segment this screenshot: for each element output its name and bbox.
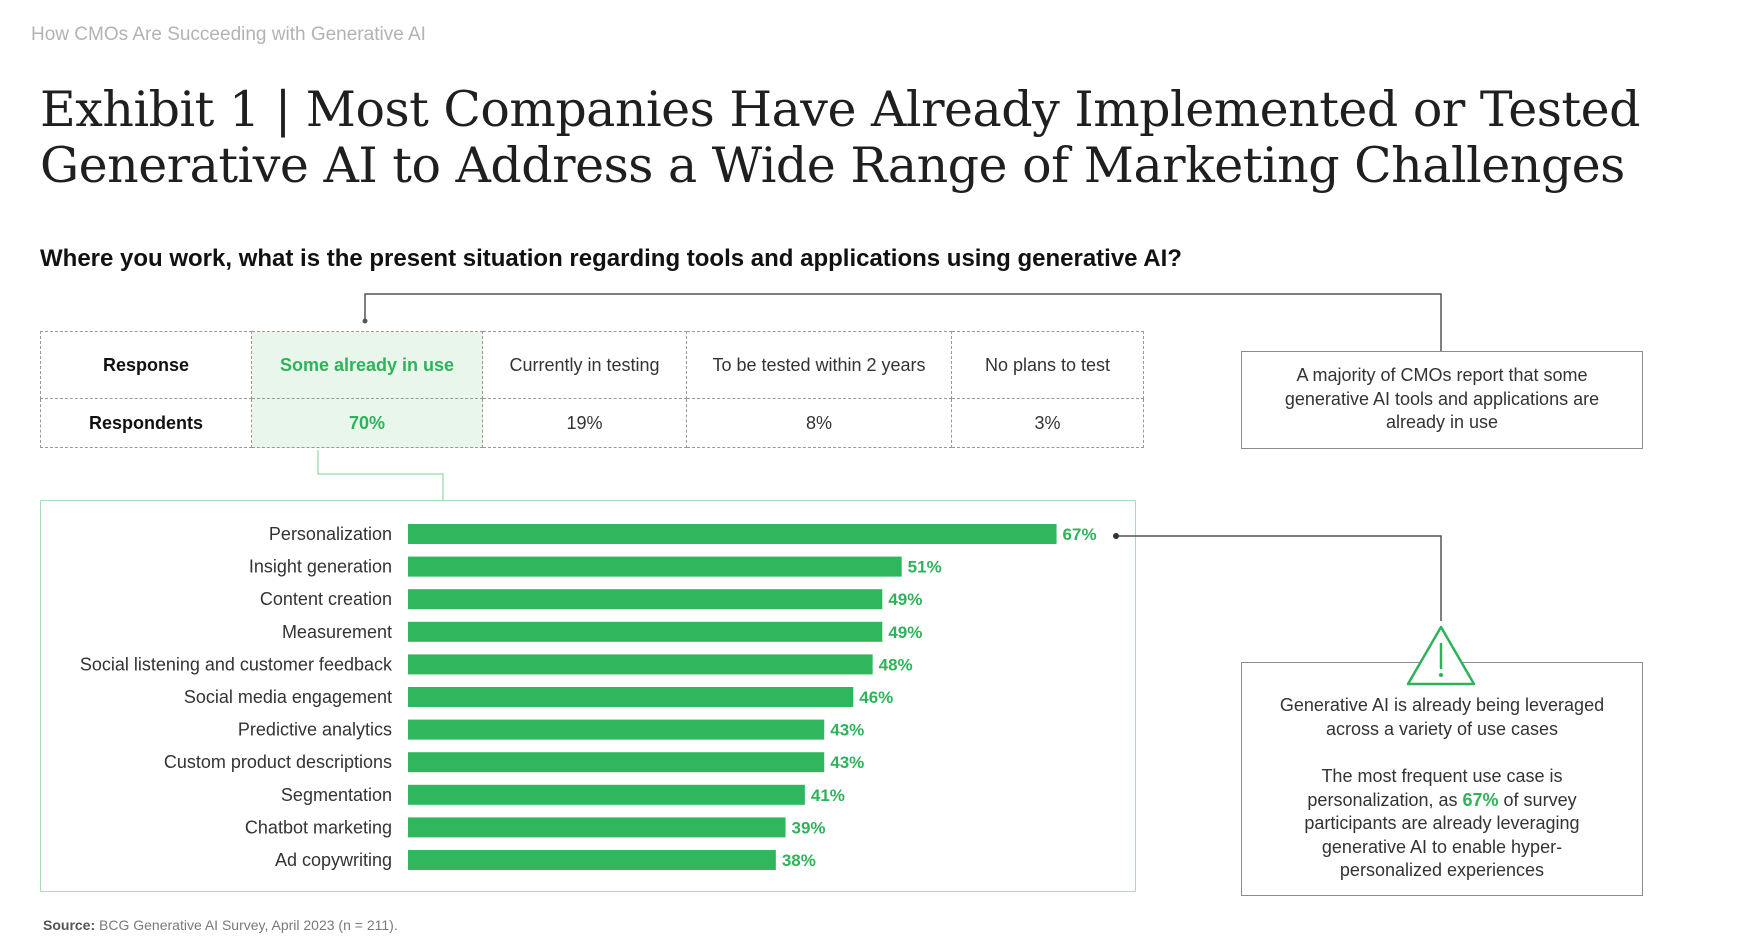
bar — [408, 784, 805, 805]
category-label: Chatbot marketing — [245, 817, 392, 837]
data-label: 43% — [830, 721, 864, 740]
response-no-plans: No plans to test — [951, 331, 1144, 399]
connector-dot-top — [362, 318, 368, 324]
bar — [408, 850, 776, 870]
connector-dot-bottom — [1113, 533, 1119, 539]
callout-text-before: The most frequent use case is personaliz… — [1307, 766, 1563, 810]
bar — [408, 654, 873, 675]
source-note: Source: BCG Generative AI Survey, April … — [43, 917, 398, 933]
survey-question: Where you work, what is the present situ… — [40, 245, 1182, 272]
respondents-to-be-tested: 8% — [686, 398, 952, 448]
data-label: 48% — [879, 655, 913, 674]
response-table: Response Some already in use Currently i… — [40, 331, 1144, 448]
data-label: 67% — [1063, 525, 1097, 544]
bar-chart: Personalization 67% Insight generation 51% C… — [80, 524, 1097, 870]
connector-line-bottom — [1116, 535, 1442, 621]
category-label: Personalization — [269, 524, 392, 544]
category-label: Custom product descriptions — [164, 752, 392, 772]
use-case-chart-frame — [40, 500, 1136, 892]
bar — [408, 589, 883, 610]
data-label: 43% — [830, 753, 864, 772]
callout-use-cases: Generative AI is already being leveraged… — [1241, 662, 1643, 896]
bar — [408, 621, 883, 642]
callout-majority: A majority of CMOs report that some gene… — [1241, 351, 1643, 449]
source-label: Source: — [43, 917, 96, 933]
data-label: 46% — [859, 688, 893, 707]
category-label: Predictive analytics — [238, 720, 392, 740]
respondents-no-plans: 3% — [951, 398, 1144, 448]
respondents-some-already-in-use: 70% — [251, 398, 483, 448]
source-text: BCG Generative AI Survey, April 2023 (n … — [95, 917, 398, 933]
exhibit-title: Exhibit 1 | Most Companies Have Already … — [40, 81, 1640, 194]
bar — [408, 524, 1057, 544]
response-to-be-tested: To be tested within 2 years — [686, 331, 952, 399]
row-label-respondents: Respondents — [40, 398, 252, 448]
kicker-text: How CMOs Are Succeeding with Generative … — [31, 24, 426, 45]
bar — [408, 687, 854, 707]
callout-text-after: of survey participants are already lever… — [1304, 789, 1580, 881]
bar — [408, 556, 902, 577]
data-label: 51% — [908, 558, 942, 577]
callout-accent-value: 67% — [1462, 789, 1499, 810]
bar — [408, 752, 825, 773]
data-label: 41% — [811, 786, 845, 805]
category-label: Ad copywriting — [275, 850, 392, 870]
data-label: 39% — [792, 818, 826, 837]
category-label: Segmentation — [281, 785, 392, 805]
respondents-row: Respondents 70% 19% 8% 3% — [40, 398, 1144, 448]
connector-line-top — [364, 293, 1442, 351]
data-label: 49% — [888, 623, 922, 642]
response-currently-in-testing: Currently in testing — [482, 331, 687, 399]
respondents-currently-in-testing: 19% — [482, 398, 687, 448]
category-label: Content creation — [260, 589, 392, 609]
response-row: Response Some already in use Currently i… — [40, 331, 1144, 399]
callout-majority-text: A majority of CMOs report that some gene… — [1284, 365, 1600, 432]
category-label: Measurement — [282, 622, 392, 642]
bar — [408, 817, 786, 838]
data-label: 38% — [782, 851, 816, 870]
callout-use-cases-text: Generative AI is already being leveraged… — [1279, 695, 1605, 739]
category-label: Insight generation — [249, 557, 392, 577]
callout-personalization-text: The most frequent use case is personaliz… — [1272, 765, 1612, 883]
category-label: Social listening and customer feedback — [80, 654, 393, 674]
response-some-already-in-use: Some already in use — [251, 331, 483, 399]
connector-line-highlight — [317, 450, 444, 500]
data-label: 49% — [888, 590, 922, 609]
bar — [408, 719, 825, 740]
category-label: Social media engagement — [184, 687, 392, 707]
